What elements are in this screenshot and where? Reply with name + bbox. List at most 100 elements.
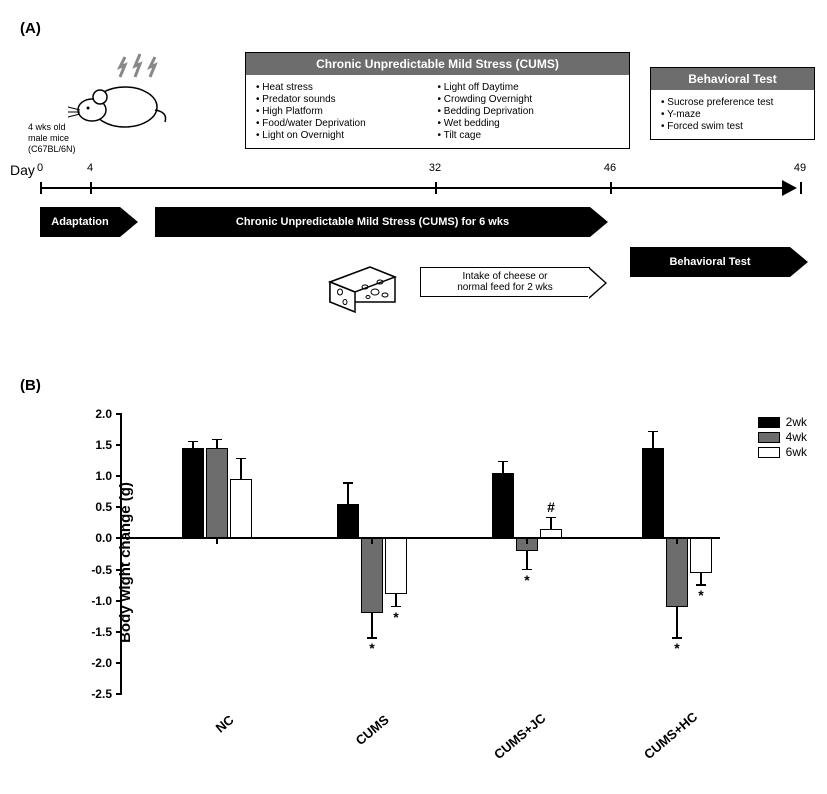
significance-marker: *: [393, 609, 398, 625]
cums-item: Light on Overnight: [256, 130, 438, 141]
behavioral-items: Sucrose preference testY-mazeForced swim…: [661, 96, 804, 133]
significance-marker: *: [369, 640, 374, 656]
cums-item: Crowding Overnight: [438, 94, 620, 105]
legend-row: 2wk: [758, 415, 807, 429]
cums-item: Light off Daytime: [438, 82, 620, 93]
panel-a: 4 wks old male mice (C67BL/6N) Chronic U…: [20, 37, 807, 357]
cums-item: Wet bedding: [438, 118, 620, 129]
cums-phase-arrow: Chronic Unpredictable Mild Stress (CUMS)…: [155, 207, 590, 237]
bar: [337, 504, 359, 538]
bar: [540, 529, 562, 538]
y-tick-label: 0.5: [95, 500, 112, 514]
timeline-tick: [40, 182, 42, 194]
cums-phase-label: Chronic Unpredictable Mild Stress (CUMS)…: [236, 216, 509, 228]
error-bar: [676, 607, 678, 638]
y-tick: [116, 444, 122, 446]
y-tick-label: -0.5: [91, 563, 112, 577]
y-tick: [116, 693, 122, 695]
adaptation-arrow: Adaptation: [40, 207, 120, 237]
behavioral-box-header: Behavioral Test: [651, 68, 814, 90]
y-tick-label: 2.0: [95, 407, 112, 421]
error-cap: [696, 584, 706, 586]
error-cap: [391, 606, 401, 608]
legend-row: 4wk: [758, 430, 807, 444]
cums-item: Heat stress: [256, 82, 438, 93]
bar: [230, 479, 252, 538]
legend-swatch: [758, 447, 780, 458]
y-tick: [116, 569, 122, 571]
error-bar: [371, 613, 373, 638]
timeline-tick-label: 0: [37, 162, 43, 174]
timeline-tick-label: 46: [604, 162, 616, 174]
timeline-tick-label: 4: [87, 162, 93, 174]
timeline-tick: [610, 182, 612, 194]
x-label: NC: [181, 712, 237, 762]
timeline-arrowhead: [782, 180, 797, 196]
significance-marker: *: [674, 640, 679, 656]
intake-label: Intake of cheese or normal feed for 2 wk…: [457, 271, 553, 293]
x-tick: [526, 538, 528, 544]
error-bar: [652, 431, 654, 448]
error-bar: [526, 551, 528, 570]
y-tick-label: -1.5: [91, 625, 112, 639]
significance-marker: *: [524, 572, 529, 588]
y-tick: [116, 413, 122, 415]
y-tick: [116, 600, 122, 602]
legend-row: 6wk: [758, 445, 807, 459]
y-tick: [116, 506, 122, 508]
chart-area: -2.5-2.0-1.5-1.0-0.50.00.51.01.52.0NC**C…: [120, 414, 720, 694]
timeline-tick-label: 32: [429, 162, 441, 174]
error-cap: [367, 637, 377, 639]
behavioral-phase-label: Behavioral Test: [669, 256, 750, 268]
cums-item: Food/water Deprivation: [256, 118, 438, 129]
error-cap: [672, 637, 682, 639]
legend-label: 6wk: [786, 445, 807, 459]
panel-b: Body wight change (g) -2.5-2.0-1.5-1.0-0…: [20, 394, 807, 774]
bar: [182, 448, 204, 538]
cheese-icon: [320, 257, 410, 322]
y-tick: [116, 475, 122, 477]
cums-right-col: Light off DaytimeCrowding OvernightBeddi…: [438, 81, 620, 142]
cums-left-col: Heat stressPredator soundsHigh PlatformF…: [256, 81, 438, 142]
cums-item: Bedding Deprivation: [438, 106, 620, 117]
mouse-label: 4 wks old male mice (C67BL/6N): [28, 122, 76, 154]
error-bar: [240, 458, 242, 480]
y-tick: [116, 631, 122, 633]
x-label: CUMS+JC: [491, 712, 547, 762]
error-cap: [236, 458, 246, 460]
panel-a-label: (A): [20, 20, 807, 37]
significance-marker: *: [698, 587, 703, 603]
error-cap: [212, 439, 222, 441]
legend: 2wk4wk6wk: [758, 414, 807, 460]
bar: [385, 538, 407, 594]
legend-label: 4wk: [786, 430, 807, 444]
timeline-line: [40, 187, 782, 189]
y-tick-label: 1.5: [95, 438, 112, 452]
error-cap: [343, 482, 353, 484]
legend-swatch: [758, 417, 780, 428]
legend-swatch: [758, 432, 780, 443]
behavioral-box: Behavioral Test Sucrose preference testY…: [650, 67, 815, 140]
x-tick: [216, 538, 218, 544]
error-bar: [550, 517, 552, 529]
behavioral-item: Sucrose preference test: [661, 97, 804, 108]
bar: [361, 538, 383, 613]
timeline-tick: [435, 182, 437, 194]
cums-box: Chronic Unpredictable Mild Stress (CUMS)…: [245, 52, 630, 149]
cums-item: Tilt cage: [438, 130, 620, 141]
cums-box-header: Chronic Unpredictable Mild Stress (CUMS): [246, 53, 629, 75]
y-tick-label: -2.5: [91, 687, 112, 701]
error-cap: [188, 441, 198, 443]
error-cap: [498, 461, 508, 463]
y-tick: [116, 662, 122, 664]
y-tick-label: -2.0: [91, 656, 112, 670]
adaptation-label: Adaptation: [51, 216, 108, 228]
error-cap: [648, 431, 658, 433]
day-label: Day: [10, 162, 35, 178]
x-label: CUMS+HC: [641, 712, 697, 762]
behavioral-phase-arrow: Behavioral Test: [630, 247, 790, 277]
x-label: CUMS: [336, 712, 392, 762]
bar: [492, 473, 514, 538]
panel-b-label: (B): [20, 377, 807, 394]
y-tick-label: -1.0: [91, 594, 112, 608]
